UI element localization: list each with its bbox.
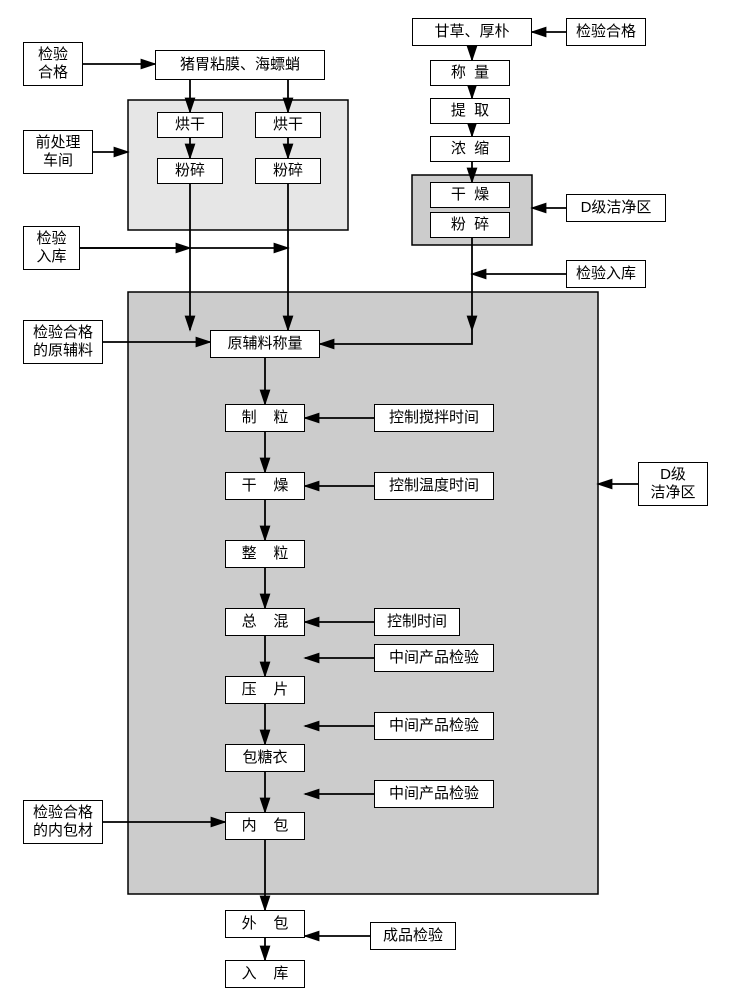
node-n_tiqu: 提 取: [430, 98, 510, 124]
node-n_jyrk1: 检验 入库: [23, 226, 80, 270]
node-n_nongs: 浓 缩: [430, 136, 510, 162]
node-n_chenl1: 称 量: [430, 60, 510, 86]
node-n_zonghun: 总 混: [225, 608, 305, 636]
node-n_zjcp3: 中间产品检验: [374, 780, 494, 808]
node-n_fensui3: 粉 碎: [430, 212, 510, 238]
node-n_waibao: 外 包: [225, 910, 305, 938]
node-n_ganzao2: 干 燥: [225, 472, 305, 500]
node-n_jyhgnbc: 检验合格 的内包材: [23, 800, 103, 844]
node-n_ghp: 甘草、厚朴: [412, 18, 532, 46]
node-n_zhengli: 整 粒: [225, 540, 305, 568]
node-n_jyhg: 检验合格: [566, 18, 646, 46]
flowchart-canvas: 甘草、厚朴称 量提 取浓 缩干 燥粉 碎检验合格D级洁净区检验入库猪胃粘膜、海螵…: [0, 0, 736, 1000]
node-n_zjcp2: 中间产品检验: [374, 712, 494, 740]
node-n_kzjb: 控制搅拌时间: [374, 404, 494, 432]
node-n_yflcl: 原辅料称量: [210, 330, 320, 358]
arrow-layer: [0, 0, 736, 1000]
node-n_kzwd: 控制温度时间: [374, 472, 494, 500]
node-n_hg2: 烘干: [255, 112, 321, 138]
node-n_jyrk2: 检验入库: [566, 260, 646, 288]
node-n_qcl: 前处理 车间: [23, 130, 93, 174]
node-n_zwnn: 猪胃粘膜、海螵蛸: [155, 50, 325, 80]
node-n_cpjy: 成品检验: [370, 922, 456, 950]
node-n_djjq1: D级洁净区: [566, 194, 666, 222]
node-n_zjcp1: 中间产品检验: [374, 644, 494, 672]
node-n_jyhgyfl: 检验合格 的原辅料: [23, 320, 103, 364]
node-n_djjq2: D级 洁净区: [638, 462, 708, 506]
node-n_fs1: 粉碎: [157, 158, 223, 184]
node-n_yapian: 压 片: [225, 676, 305, 704]
node-n_hg1: 烘干: [157, 112, 223, 138]
node-n_kzsj: 控制时间: [374, 608, 460, 636]
node-n_btyi: 包糖衣: [225, 744, 305, 772]
node-n_ruku: 入 库: [225, 960, 305, 988]
node-n_jyhg2: 检验 合格: [23, 42, 83, 86]
node-n_fs2: 粉碎: [255, 158, 321, 184]
node-n_neibao: 内 包: [225, 812, 305, 840]
node-n_ganzao1: 干 燥: [430, 182, 510, 208]
node-n_zhili: 制 粒: [225, 404, 305, 432]
